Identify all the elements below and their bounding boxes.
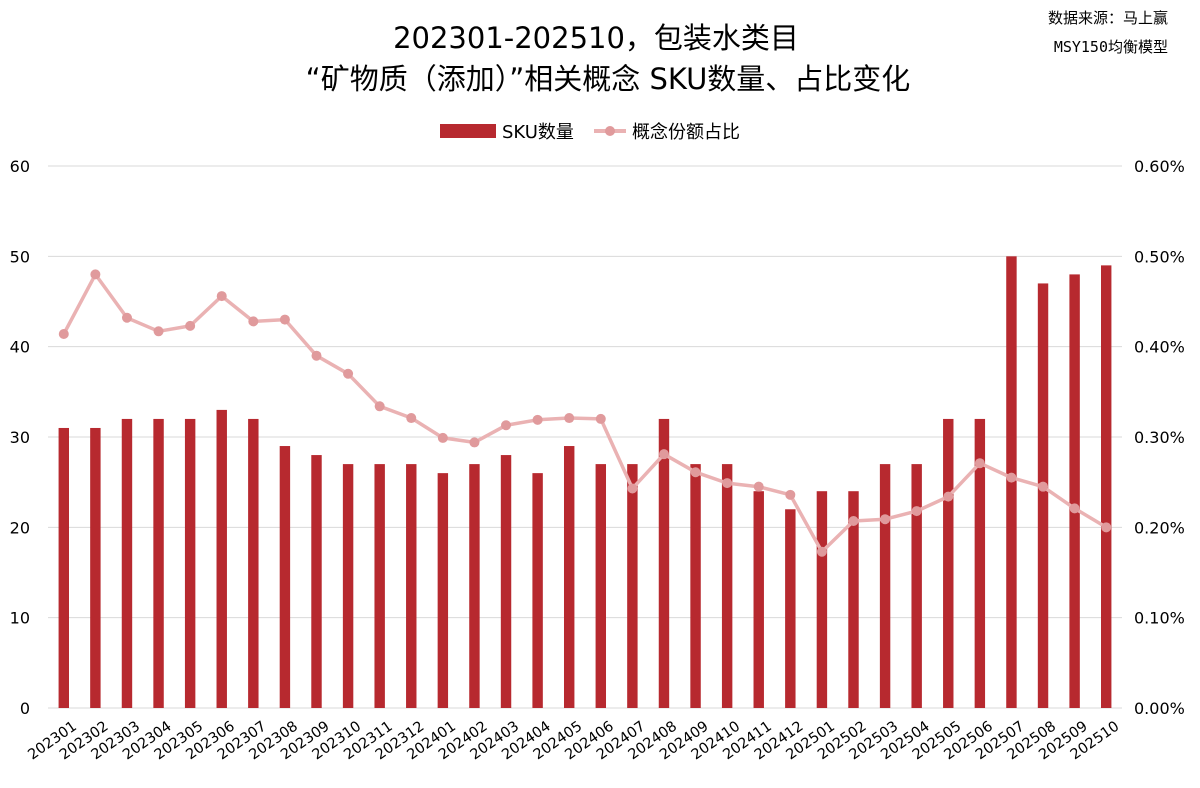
bar xyxy=(90,427,101,708)
line-point xyxy=(279,314,290,325)
bar xyxy=(658,418,670,708)
bar xyxy=(1100,265,1112,708)
chart-title-line1: 202301-202510，包装水类目 xyxy=(393,21,799,55)
line-point xyxy=(469,437,480,448)
right-tick-label: 0.20% xyxy=(1134,518,1185,537)
line-point xyxy=(595,413,606,424)
bar xyxy=(374,464,385,708)
bar xyxy=(753,491,764,708)
left-tick-label: 10 xyxy=(10,609,30,628)
bar xyxy=(216,409,227,708)
line-point xyxy=(753,481,764,492)
line-point xyxy=(627,483,638,494)
x-axis-ticks: 2023012023022023032023042023052023062023… xyxy=(25,718,1122,763)
line-series xyxy=(58,269,1112,557)
bar xyxy=(121,418,133,708)
left-tick-label: 20 xyxy=(10,518,30,537)
chart-title-line2: “矿物质（添加）”相关概念 SKU数量、占比变化 xyxy=(306,62,911,96)
bar xyxy=(406,464,417,708)
left-axis-ticks: 0 10 20 30 40 50 60 xyxy=(10,157,30,718)
bar xyxy=(342,464,354,708)
bar xyxy=(848,491,859,708)
line-point xyxy=(1006,472,1017,483)
legend-line-marker xyxy=(605,126,615,136)
line-point xyxy=(248,316,259,327)
bar xyxy=(721,464,733,708)
legend-line-label: 概念份额占比 xyxy=(632,121,740,143)
line-point xyxy=(911,506,922,517)
line-point xyxy=(343,368,354,379)
bar xyxy=(279,446,291,708)
bar xyxy=(248,418,259,708)
left-tick-label: 40 xyxy=(10,338,30,357)
bar xyxy=(153,418,164,708)
right-tick-label: 0.60% xyxy=(1134,157,1185,176)
legend: SKU数量 概念份额占比 xyxy=(440,121,740,143)
source-line1: 数据来源：马上赢 xyxy=(1048,9,1168,27)
bar xyxy=(943,418,954,708)
left-tick-label: 50 xyxy=(10,247,30,266)
bar xyxy=(563,446,575,708)
left-tick-label: 60 xyxy=(10,157,30,176)
gridlines xyxy=(48,165,1122,709)
line-point xyxy=(185,320,196,331)
line-point xyxy=(216,291,227,302)
right-tick-label: 0.40% xyxy=(1134,338,1185,357)
bar xyxy=(500,455,512,708)
bar xyxy=(1037,283,1049,708)
share-line xyxy=(62,272,1108,554)
line-point xyxy=(406,413,417,424)
bar xyxy=(58,427,70,708)
bar xyxy=(469,464,480,708)
right-axis-ticks: 0.00% 0.10% 0.20% 0.30% 0.40% 0.50% 0.60% xyxy=(1134,157,1185,718)
line-point xyxy=(848,516,859,527)
line-point xyxy=(437,432,448,443)
line-point xyxy=(153,326,164,337)
line-point xyxy=(880,514,891,525)
line-point xyxy=(374,401,385,412)
bar xyxy=(1069,274,1080,708)
line-point xyxy=(1101,522,1112,533)
line-point xyxy=(974,458,985,469)
line-point xyxy=(501,420,512,431)
right-tick-label: 0.10% xyxy=(1134,609,1185,628)
bar xyxy=(595,464,607,708)
line-point xyxy=(58,329,69,340)
source-line2: MSY150均衡模型 xyxy=(1054,38,1168,56)
right-tick-label: 0.30% xyxy=(1134,428,1185,447)
bar xyxy=(816,491,828,708)
left-tick-label: 30 xyxy=(10,428,30,447)
line-point xyxy=(564,413,575,424)
bar xyxy=(311,455,322,708)
right-tick-label: 0.00% xyxy=(1134,699,1185,718)
line-point xyxy=(532,414,543,425)
line-point xyxy=(690,467,701,478)
right-tick-label: 0.50% xyxy=(1134,247,1185,266)
line-point xyxy=(943,491,954,502)
bar xyxy=(974,418,986,708)
line-point xyxy=(785,489,796,500)
bar xyxy=(532,473,543,708)
line-point xyxy=(90,269,101,280)
line-point xyxy=(816,546,827,557)
line-point xyxy=(658,449,669,460)
bar xyxy=(690,464,701,708)
legend-bar-label: SKU数量 xyxy=(502,122,574,143)
bar xyxy=(184,418,196,708)
bar xyxy=(627,464,638,708)
line-point xyxy=(311,350,322,361)
bar xyxy=(911,464,922,708)
legend-bar-swatch xyxy=(440,124,496,138)
bar xyxy=(785,509,796,708)
bar xyxy=(879,464,891,708)
line-point xyxy=(1069,503,1080,514)
line-point xyxy=(1038,481,1049,492)
bar-series xyxy=(58,256,1112,708)
line-point xyxy=(722,478,733,489)
bar xyxy=(437,473,449,708)
line-point xyxy=(121,312,132,323)
left-tick-label: 0 xyxy=(20,699,30,718)
